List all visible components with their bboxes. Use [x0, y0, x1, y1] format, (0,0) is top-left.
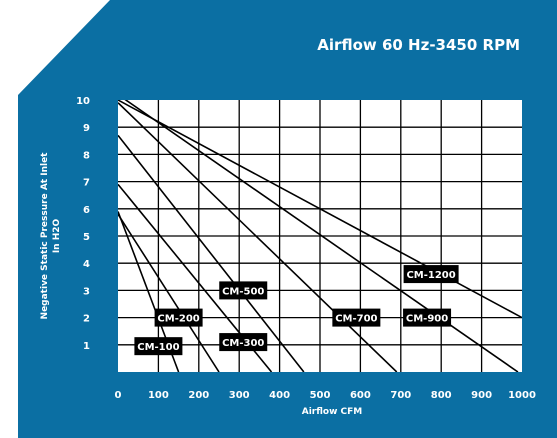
- y-tick-label: 1: [83, 341, 90, 352]
- y-axis-label-line1: Negative Static Pressure At Inlet: [40, 152, 50, 320]
- series-label-text: CM-1200: [406, 270, 455, 281]
- series-label-box: [154, 308, 203, 327]
- series-label-cm-300: CM-300: [219, 333, 268, 352]
- series-label-text: CM-100: [137, 342, 179, 353]
- series-label-cm-500: CM-500: [219, 281, 268, 300]
- x-tick-label: 200: [188, 390, 209, 401]
- x-axis-label: Airflow CFM: [302, 407, 363, 417]
- x-tick-label: 600: [350, 390, 371, 401]
- x-tick-label: 0: [115, 390, 122, 401]
- y-tick-label: 10: [76, 96, 90, 107]
- x-tick-label: 800: [431, 390, 452, 401]
- series-label-text: CM-200: [157, 314, 199, 325]
- series-label-text: CM-300: [222, 338, 264, 349]
- chart-title: Airflow 60 Hz-3450 RPM: [317, 36, 520, 54]
- series-line-cm-500: [118, 134, 305, 372]
- y-tick-label: 3: [83, 286, 90, 297]
- y-tick-label: 2: [83, 314, 90, 325]
- grid-lines: [118, 100, 522, 372]
- x-tick-label: 500: [310, 390, 331, 401]
- series-label-text: CM-900: [406, 314, 448, 325]
- x-tick-label: 400: [269, 390, 290, 401]
- series-label-text: CM-700: [335, 314, 377, 325]
- x-tick-label: 700: [390, 390, 411, 401]
- y-tick-label: 8: [83, 150, 90, 161]
- y-tick-label: 9: [83, 123, 90, 134]
- series-label-box: [134, 337, 183, 356]
- y-tick-label: 5: [83, 232, 90, 243]
- x-tick-label: 900: [471, 390, 492, 401]
- series-label-cm-1200: CM-1200: [403, 265, 459, 284]
- series-label-text: CM-500: [222, 286, 264, 297]
- series-label-box: [219, 281, 268, 300]
- x-tick-label: 1000: [508, 390, 536, 401]
- y-axis-label: Negative Static Pressure At Inlet In H2O: [40, 152, 62, 320]
- series-line-cm-900: [124, 100, 519, 372]
- series-label-box: [332, 308, 381, 327]
- series-label-box: [403, 265, 459, 284]
- series-line-cm-200: [118, 213, 220, 372]
- y-tick-label: 7: [83, 178, 90, 189]
- x-tick-label: 100: [148, 390, 169, 401]
- series-line-cm-700: [118, 102, 398, 372]
- y-tick-label: 6: [83, 205, 90, 216]
- y-axis-label-line2: In H2O: [52, 218, 62, 253]
- series-labels: CM-100 CM-200 CM-300 CM-500 CM-700 CM-900 CM-1…: [134, 265, 459, 356]
- series-label-cm-200: CM-200: [154, 308, 203, 327]
- series-label-cm-900: CM-900: [403, 308, 452, 327]
- series-label-box: [403, 308, 452, 327]
- series-label-box: [219, 333, 268, 352]
- y-tick-label: 4: [83, 259, 90, 270]
- x-tick-label: 300: [229, 390, 250, 401]
- series-label-cm-100: CM-100: [134, 337, 183, 356]
- series-label-cm-700: CM-700: [332, 308, 381, 327]
